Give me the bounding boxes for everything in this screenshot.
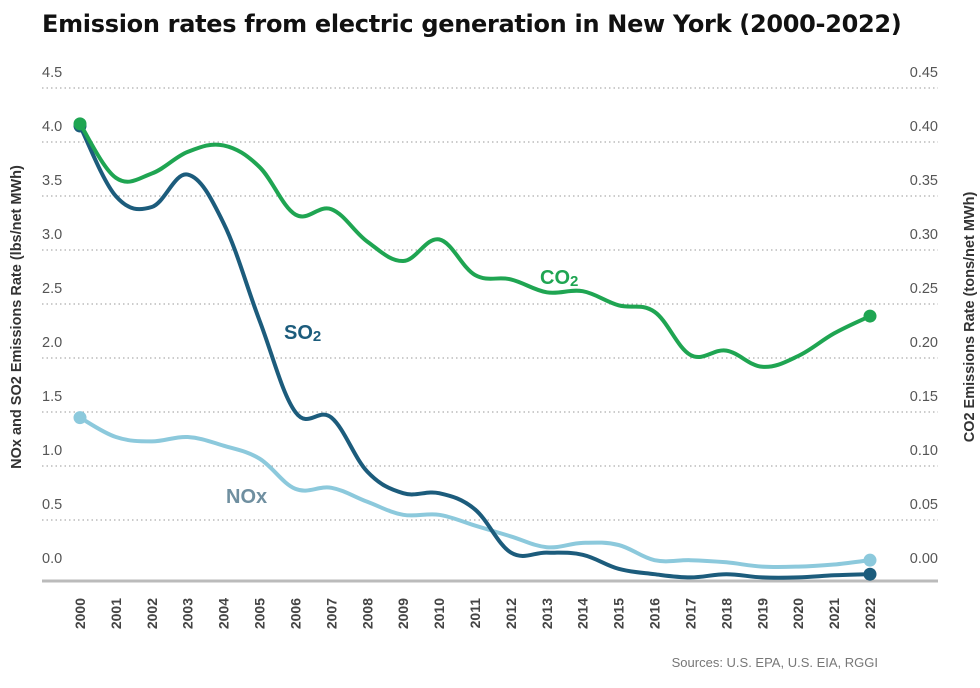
x-tick-label: 2006 — [287, 598, 303, 629]
right-axis-ticks: 0.45 0.40 0.35 0.30 0.25 0.20 0.15 0.10 0.05 0.00 — [910, 65, 938, 567]
right-tick-label: 0.10 — [910, 443, 938, 459]
series-endpoint-nox — [863, 553, 877, 567]
right-tick-label: 0.20 — [910, 335, 938, 351]
x-tick-label: 2012 — [503, 598, 519, 629]
right-tick-label: 0.35 — [910, 173, 938, 189]
x-tick-label: 2018 — [718, 598, 734, 629]
left-tick-label: 1.0 — [42, 443, 62, 459]
right-tick-label: 0.05 — [910, 497, 938, 513]
x-tick-label: 2009 — [395, 598, 411, 629]
left-axis-label: NOx and SO2 Emissions Rate (lbs/net MWh) — [9, 165, 25, 469]
chart-source: Sources: U.S. EPA, U.S. EIA, RGGI — [671, 655, 878, 670]
x-tick-label: 2007 — [323, 598, 339, 629]
series-endpoint-so2 — [863, 567, 877, 581]
x-tick-label: 2003 — [180, 598, 196, 629]
series-labels: NOx SO2 CO2 — [226, 267, 578, 508]
left-tick-label: 0.0 — [42, 551, 62, 567]
right-tick-label: 0.25 — [910, 281, 938, 297]
right-tick-label: 0.30 — [910, 227, 938, 243]
series-label-so2: SO2 — [284, 322, 321, 345]
right-tick-label: 0.45 — [910, 65, 938, 81]
x-tick-label: 2015 — [611, 598, 627, 629]
x-tick-label: 2021 — [826, 598, 842, 629]
x-tick-label: 2020 — [790, 598, 806, 629]
x-tick-label: 2014 — [575, 598, 591, 629]
series-line-co2 — [78, 121, 872, 369]
left-tick-label: 2.5 — [42, 281, 62, 297]
series-line-nox — [78, 415, 872, 570]
x-tick-label: 2017 — [682, 598, 698, 629]
left-axis-ticks: 4.5 4.0 3.5 3.0 2.5 2.0 1.5 1.0 0.5 0.0 — [42, 65, 62, 567]
x-tick-label: 2011 — [467, 598, 483, 629]
series-label-co2: CO2 — [540, 267, 578, 290]
left-tick-label: 4.0 — [42, 119, 62, 135]
x-tick-label: 2016 — [647, 598, 663, 629]
right-tick-label: 0.00 — [910, 551, 938, 567]
x-tick-label: 2005 — [252, 598, 268, 629]
series-endpoint-co2 — [863, 309, 877, 323]
x-tick-label: 2019 — [754, 598, 770, 629]
series-line-so2 — [78, 124, 872, 580]
right-tick-label: 0.40 — [910, 119, 938, 135]
gridlines — [42, 87, 938, 583]
series-endpoint-nox — [73, 411, 87, 425]
x-axis-ticks: 2000 2001 2002 2003 2004 2005 2006 2007 2008 2009… — [72, 598, 878, 629]
x-tick-label: 2000 — [72, 598, 88, 629]
x-tick-label: 2004 — [216, 598, 232, 629]
left-tick-label: 4.5 — [42, 65, 62, 81]
left-tick-label: 0.5 — [42, 497, 62, 513]
x-tick-label: 2001 — [108, 598, 124, 629]
left-tick-label: 3.5 — [42, 173, 62, 189]
x-tick-label: 2013 — [539, 598, 555, 629]
right-axis-label: CO2 Emissions Rate (tons/net MWh) — [962, 192, 978, 443]
x-tick-label: 2008 — [359, 598, 375, 629]
series-endpoint-co2 — [73, 117, 87, 131]
chart-title: Emission rates from electric generation … — [42, 10, 902, 38]
x-tick-label: 2022 — [862, 598, 878, 629]
x-tick-label: 2010 — [431, 598, 447, 629]
left-tick-label: 2.0 — [42, 335, 62, 351]
right-tick-label: 0.15 — [910, 389, 938, 405]
x-tick-label: 2002 — [144, 598, 160, 629]
left-tick-label: 1.5 — [42, 389, 62, 405]
series-lines — [73, 117, 877, 581]
series-label-nox: NOx — [226, 486, 267, 508]
left-tick-label: 3.0 — [42, 227, 62, 243]
